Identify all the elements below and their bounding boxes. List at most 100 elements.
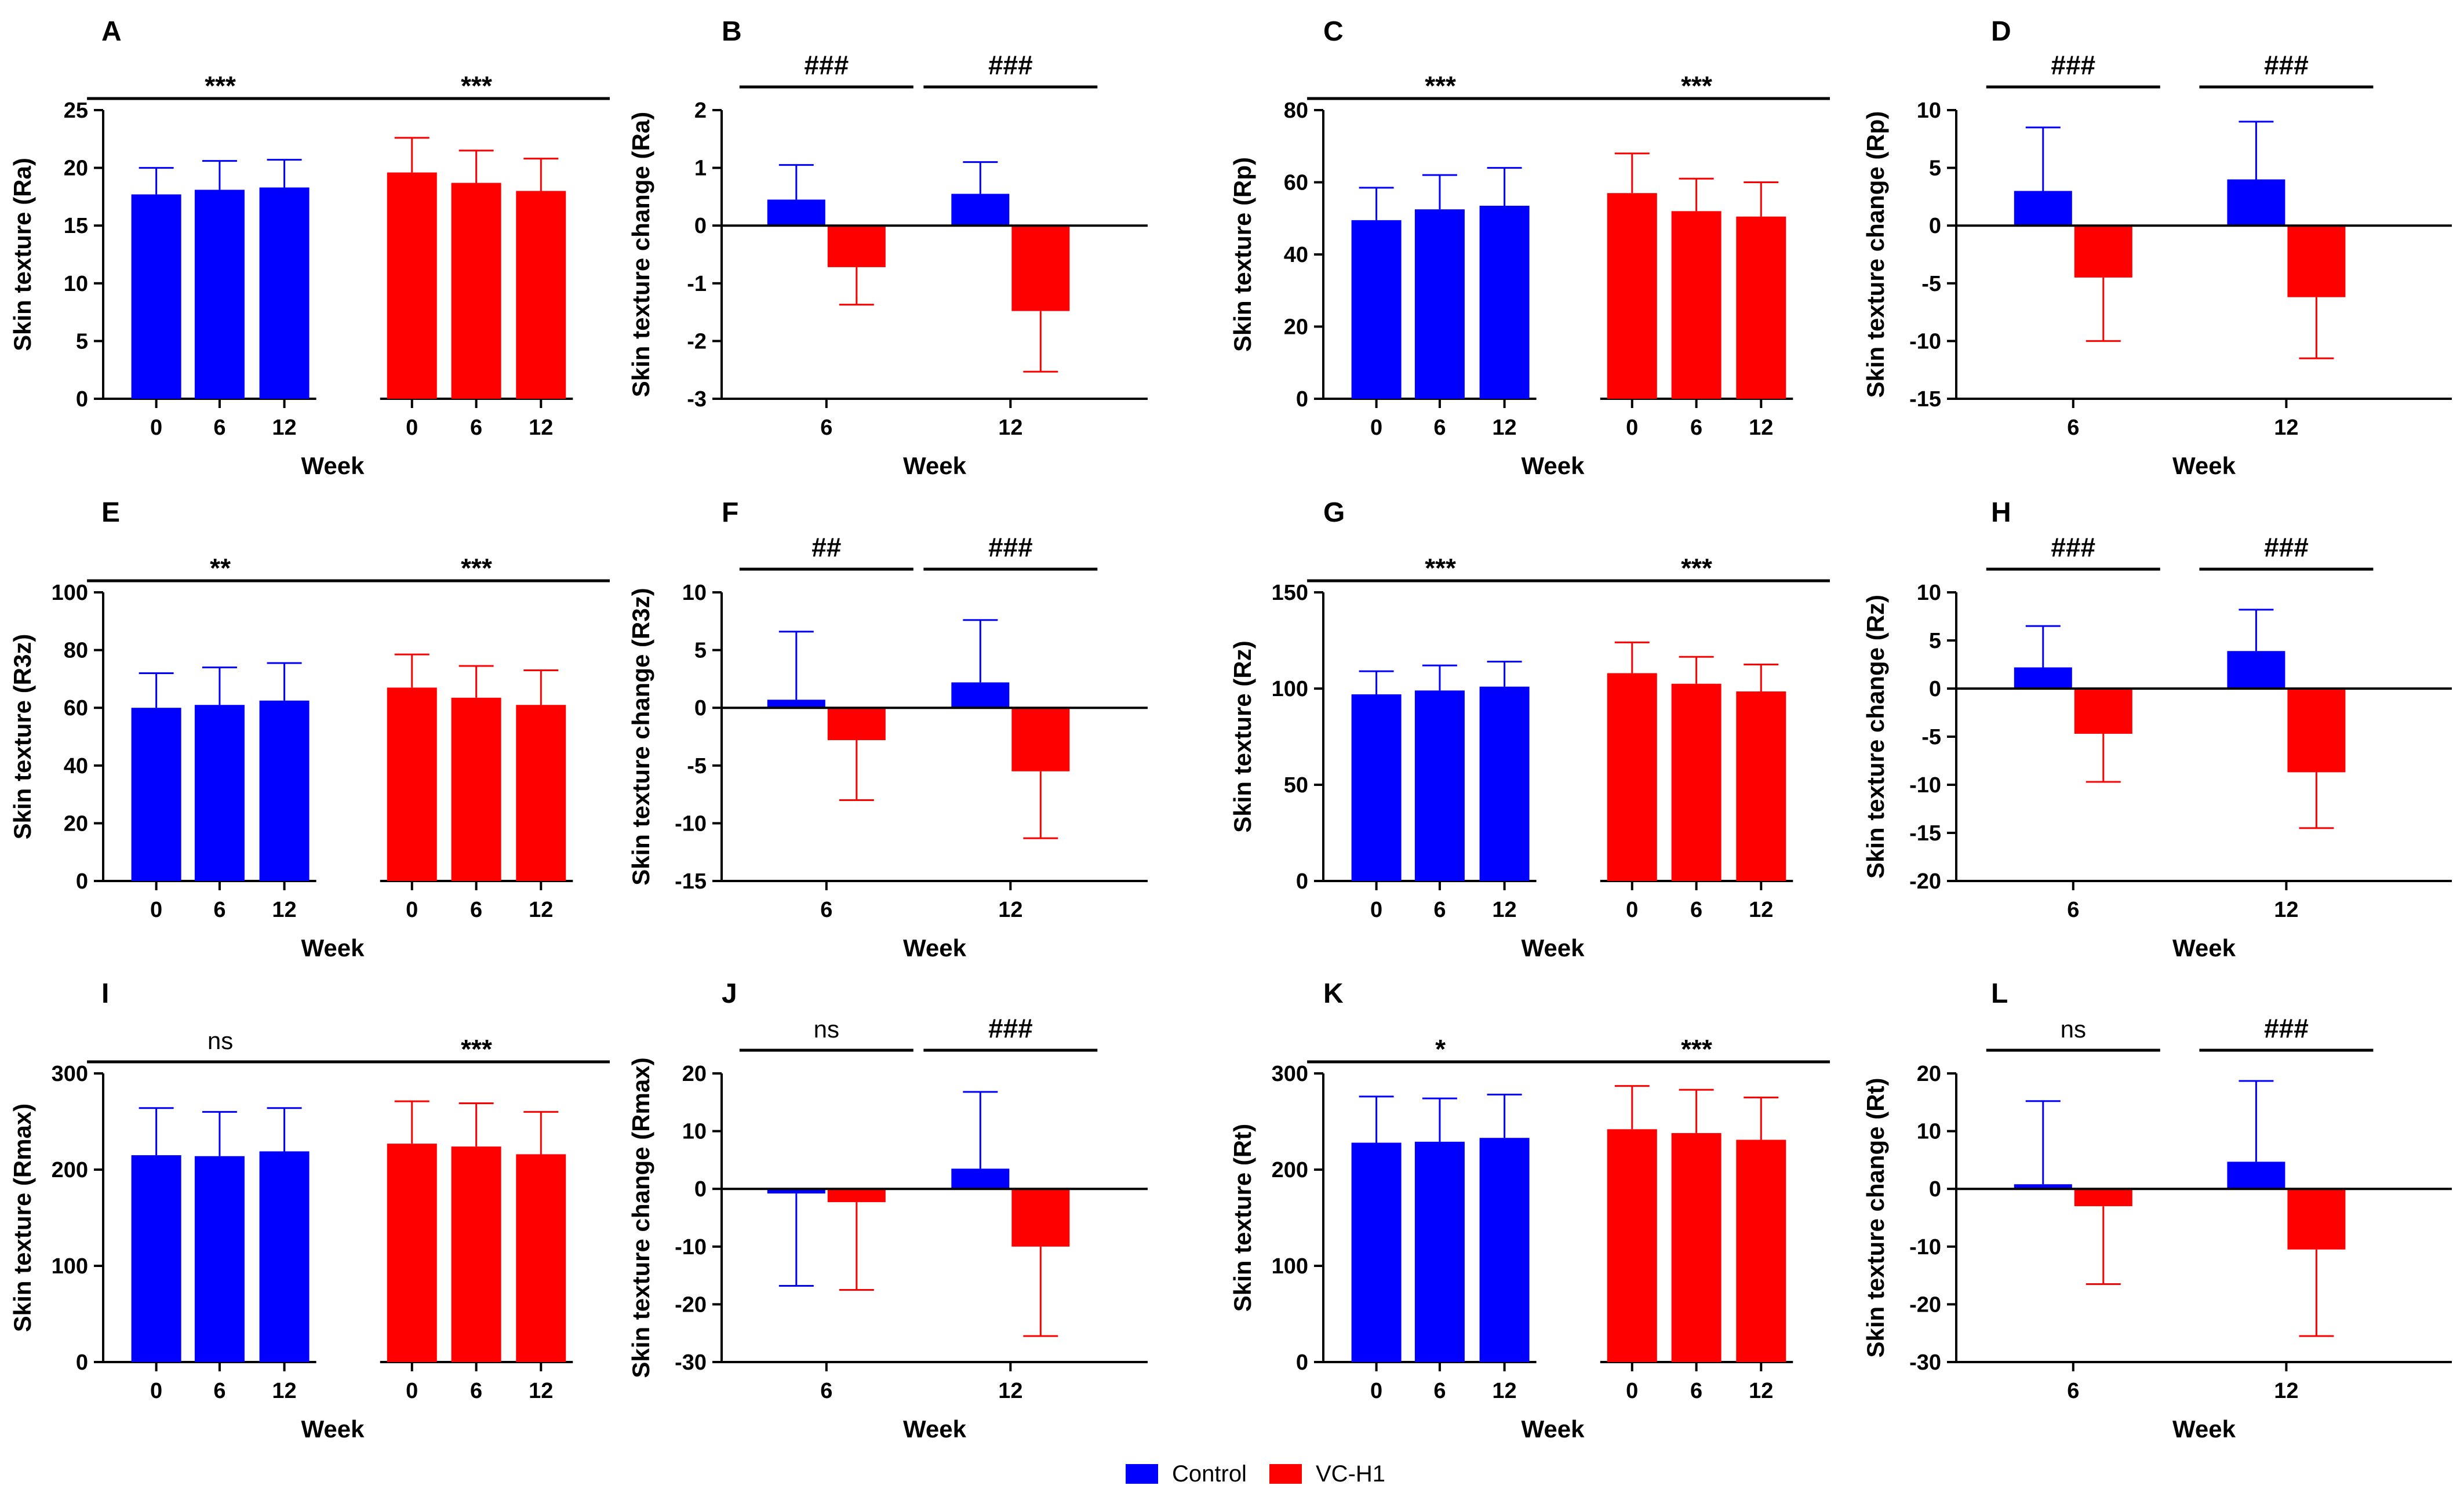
significance-label: ns bbox=[208, 1027, 233, 1054]
x-axis-title: Week bbox=[1522, 1415, 1585, 1443]
x-tick-label: 12 bbox=[2274, 1379, 2298, 1403]
bar-vc-h1-week-6 bbox=[2074, 225, 2132, 278]
y-tick-label: 60 bbox=[64, 696, 88, 720]
bar-control-week-12 bbox=[951, 194, 1010, 226]
bar-control-week-6 bbox=[194, 1156, 245, 1362]
x-axis-title: Week bbox=[301, 934, 365, 962]
bar-vc-h1-week-12 bbox=[1011, 1189, 1070, 1247]
bar-control-week-6 bbox=[194, 190, 245, 399]
bar-control-week-12 bbox=[2227, 1162, 2285, 1189]
y-axis-title: Skin texture (Rmax) bbox=[9, 1104, 36, 1332]
x-tick-label: 12 bbox=[1492, 416, 1516, 440]
panel-f: F -15 -10 -5 0 5 10 Skin texture change (R3z) 6 1… bbox=[627, 497, 1148, 962]
y-tick-label: -1 bbox=[687, 272, 707, 296]
bar-control-week-12 bbox=[1479, 205, 1530, 399]
panel-letter-l: L bbox=[1991, 978, 2008, 1009]
x-tick-label: 0 bbox=[406, 1379, 418, 1403]
panel-letter-i: I bbox=[101, 978, 109, 1009]
panel-letter-c: C bbox=[1323, 16, 1344, 47]
x-tick-label: 0 bbox=[406, 416, 418, 440]
x-tick-label: 12 bbox=[2274, 416, 2298, 440]
x-tick-label: 6 bbox=[1690, 416, 1702, 440]
bar-control-week-12 bbox=[2227, 179, 2285, 226]
bar-vc-h1-week-6 bbox=[1671, 683, 1721, 881]
y-tick-label: 10 bbox=[682, 1120, 707, 1144]
y-tick-label: 100 bbox=[52, 1254, 88, 1279]
panel-l: L -30 -20 -10 0 10 20 Skin texture change (Rt) 6… bbox=[1862, 978, 2452, 1443]
y-tick-label: 20 bbox=[1284, 315, 1308, 340]
panel-letter-j: J bbox=[722, 978, 737, 1009]
significance-label: *** bbox=[461, 1034, 492, 1064]
bar-vc-h1-week-12 bbox=[2287, 689, 2346, 773]
x-axis-title: Week bbox=[903, 1415, 967, 1443]
significance-label: ### bbox=[988, 50, 1033, 80]
y-tick-label: 100 bbox=[1272, 1254, 1308, 1279]
significance-label: *** bbox=[1425, 553, 1456, 583]
y-axis-title: Skin texture (Rt) bbox=[1229, 1124, 1256, 1312]
x-tick-label: 6 bbox=[1433, 1379, 1446, 1403]
x-tick-label: 6 bbox=[820, 1379, 832, 1403]
y-axis-title: Skin texture change (Rt) bbox=[1862, 1077, 1889, 1357]
legend: Control VC-H1 bbox=[1126, 1461, 1385, 1487]
legend-swatch-control bbox=[1126, 1464, 1158, 1484]
bar-vc-h1-week-0 bbox=[1607, 193, 1657, 399]
legend-swatch-vc-h1 bbox=[1269, 1464, 1302, 1484]
bar-vc-h1-week-6 bbox=[827, 225, 886, 267]
x-tick-label: 6 bbox=[2067, 416, 2079, 440]
significance-label: ### bbox=[988, 532, 1033, 562]
y-tick-label: 0 bbox=[76, 387, 88, 412]
bar-vc-h1-week-0 bbox=[387, 1144, 437, 1362]
bar-control-week-6 bbox=[2014, 1184, 2072, 1189]
y-tick-label: 40 bbox=[1284, 243, 1308, 267]
x-axis-title: Week bbox=[903, 452, 967, 479]
y-axis-title: Skin texture change (Rz) bbox=[1862, 595, 1889, 879]
x-axis-title: Week bbox=[903, 934, 967, 962]
bar-control-week-6 bbox=[1414, 209, 1465, 399]
significance-label: ## bbox=[811, 532, 841, 562]
y-tick-label: -5 bbox=[1921, 725, 1941, 749]
bar-vc-h1-week-6 bbox=[1671, 211, 1721, 399]
y-tick-label: -10 bbox=[1909, 329, 1941, 354]
bar-vc-h1-week-6 bbox=[451, 183, 501, 399]
x-tick-label: 12 bbox=[1749, 416, 1773, 440]
y-tick-label: 2 bbox=[694, 99, 707, 123]
x-tick-label: 6 bbox=[213, 898, 225, 922]
bar-control-week-6 bbox=[2014, 191, 2072, 226]
y-tick-label: 40 bbox=[64, 754, 88, 778]
bar-vc-h1-week-6 bbox=[451, 697, 501, 881]
x-tick-label: 12 bbox=[529, 416, 553, 440]
y-tick-label: -30 bbox=[1909, 1350, 1941, 1375]
panel-letter-f: F bbox=[722, 497, 738, 528]
bar-control-week-12 bbox=[951, 682, 1010, 708]
significance-label: ### bbox=[2051, 532, 2095, 562]
bar-control-week-6 bbox=[767, 199, 825, 226]
y-tick-label: 10 bbox=[682, 581, 707, 605]
bar-vc-h1-week-0 bbox=[1607, 673, 1657, 881]
x-tick-label: 6 bbox=[820, 416, 832, 440]
y-tick-label: 0 bbox=[1929, 677, 1941, 701]
y-tick-label: 10 bbox=[1917, 99, 1941, 123]
y-tick-label: 50 bbox=[1284, 773, 1308, 798]
y-tick-label: -15 bbox=[1909, 821, 1941, 846]
significance-label: ### bbox=[2264, 1013, 2309, 1043]
y-tick-label: 20 bbox=[682, 1062, 707, 1086]
y-tick-label: 10 bbox=[64, 272, 88, 296]
bar-control-week-0 bbox=[131, 194, 181, 399]
significance-label: ### bbox=[804, 50, 849, 80]
y-tick-label: -20 bbox=[1909, 1293, 1941, 1317]
significance-label: *** bbox=[461, 71, 492, 101]
x-tick-label: 0 bbox=[150, 1379, 162, 1403]
bar-control-week-6 bbox=[2014, 667, 2072, 689]
x-tick-label: 0 bbox=[1626, 1379, 1638, 1403]
y-tick-label: -15 bbox=[1909, 387, 1941, 412]
y-tick-label: 25 bbox=[64, 99, 88, 123]
bar-vc-h1-week-12 bbox=[1011, 708, 1070, 771]
y-tick-label: 15 bbox=[64, 214, 88, 238]
y-axis-title: Skin texture (Ra) bbox=[9, 158, 36, 351]
y-tick-label: -2 bbox=[687, 329, 707, 354]
bar-vc-h1-week-12 bbox=[2287, 1189, 2346, 1250]
y-axis-title: Skin texture (Rp) bbox=[1229, 157, 1256, 352]
y-tick-label: 5 bbox=[1929, 156, 1941, 181]
